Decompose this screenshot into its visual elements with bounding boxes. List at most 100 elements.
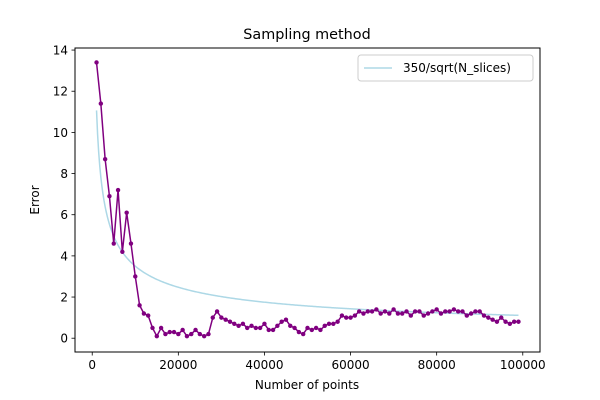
error-data-point	[288, 323, 293, 329]
x-tick-label: 40000	[245, 358, 283, 372]
error-data-point	[374, 307, 379, 312]
error-data-point	[507, 321, 513, 326]
error-data-point	[499, 315, 504, 320]
error-data-point	[395, 311, 401, 316]
error-data-point	[98, 101, 104, 106]
error-data-point	[486, 315, 491, 320]
error-data-point	[468, 311, 474, 316]
error-data-point	[145, 313, 151, 318]
error-data-point	[331, 321, 336, 326]
error-data-point	[171, 329, 177, 335]
error-data-point	[257, 325, 263, 331]
y-tick-label: 10	[53, 126, 68, 140]
error-data-point	[270, 327, 276, 333]
error-data-point	[124, 210, 129, 215]
error-data-point	[464, 313, 470, 318]
error-data-point	[408, 313, 414, 318]
error-data-point	[167, 329, 172, 335]
error-data-point	[387, 311, 392, 316]
error-data-point	[193, 327, 198, 333]
error-data-point	[339, 313, 345, 318]
legend-label-reference-curve: 350/sqrt(N_slices)	[403, 61, 511, 75]
error-data-point	[473, 309, 478, 314]
error-data-point	[163, 331, 168, 337]
error-data-point	[412, 309, 418, 314]
error-data-point	[511, 319, 517, 324]
error-data-point	[137, 303, 142, 308]
error-data-point	[455, 309, 461, 314]
error-data-point	[309, 327, 315, 333]
error-data-point	[253, 325, 259, 331]
error-data-point	[133, 274, 138, 279]
error-data-point	[400, 311, 405, 316]
error-data-point	[245, 325, 250, 331]
x-tick-label: 100000	[500, 358, 546, 372]
error-data-point	[158, 325, 164, 331]
error-data-point	[128, 241, 134, 246]
error-data-point	[115, 187, 121, 193]
error-data-point	[249, 323, 254, 329]
error-data-point	[223, 317, 228, 322]
error-data-point	[189, 331, 194, 337]
error-data-point	[490, 317, 495, 322]
error-data-point	[503, 319, 508, 324]
error-data-point	[296, 329, 302, 335]
error-data-point	[430, 309, 435, 314]
error-data-point	[477, 309, 482, 314]
error-data-point	[232, 321, 237, 326]
error-data-point	[425, 311, 431, 316]
error-data-point	[141, 311, 147, 316]
error-data-point	[421, 313, 426, 318]
error-data-point	[150, 325, 155, 331]
chart-title: Sampling method	[243, 27, 371, 43]
error-data-point	[369, 309, 375, 314]
error-data-point	[356, 309, 362, 314]
error-data-point	[516, 319, 521, 324]
error-data-point	[481, 313, 487, 318]
error-data-point	[197, 331, 203, 337]
error-data-point	[344, 315, 349, 320]
error-data-point	[219, 315, 224, 320]
error-data-point	[335, 319, 340, 324]
y-tick-label: 12	[53, 85, 68, 99]
error-data-point	[227, 319, 233, 324]
error-data-point	[365, 309, 370, 314]
x-tick-label: 0	[88, 358, 96, 372]
error-data-point	[313, 325, 319, 331]
error-data-point	[102, 156, 108, 162]
error-data-point	[443, 309, 448, 314]
y-axis-label: Error	[28, 185, 42, 214]
error-data-point	[348, 315, 353, 320]
x-tick-label: 80000	[418, 358, 456, 372]
error-data-point	[322, 323, 327, 329]
x-axis-label: Number of points	[255, 378, 359, 392]
legend-box	[357, 54, 534, 82]
series-layer	[94, 60, 521, 339]
error-data-point	[451, 307, 457, 312]
error-data-point	[404, 309, 409, 314]
legend: 350/sqrt(N_slices)	[357, 54, 534, 82]
error-data-point	[176, 331, 181, 337]
error-data-point	[382, 309, 388, 314]
y-tick-label: 8	[60, 167, 68, 181]
error-data-point	[417, 309, 422, 314]
y-tick-label: 6	[60, 208, 68, 222]
x-tick-label: 60000	[331, 358, 369, 372]
error-data-point	[107, 193, 112, 199]
error-data-point	[240, 321, 246, 326]
error-data-point	[266, 327, 271, 333]
error-data-point	[279, 319, 284, 324]
error-data-point	[305, 325, 310, 331]
error-data-point	[318, 327, 323, 333]
error-data-point	[120, 249, 125, 254]
y-tick-label: 14	[53, 44, 68, 58]
error-data-point	[184, 333, 190, 339]
error-data-point	[283, 317, 289, 322]
y-tick-label: 0	[60, 332, 68, 346]
reference-curve-line	[95, 110, 519, 317]
error-data-point	[201, 333, 207, 339]
error-data-point	[460, 309, 465, 314]
error-data-point	[326, 321, 332, 326]
y-tick-label: 4	[60, 249, 68, 263]
axis-ticks: 0 20000 40000 60000 80000 100000 0 2 4 6 8 10 12 14	[53, 44, 546, 372]
